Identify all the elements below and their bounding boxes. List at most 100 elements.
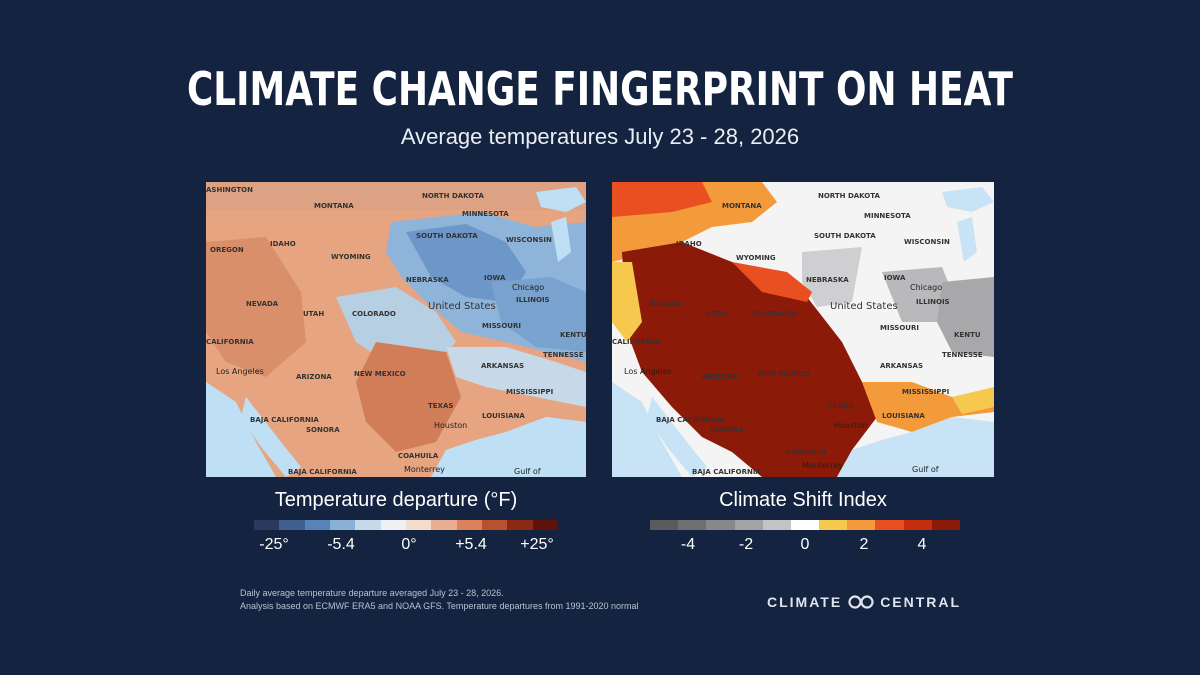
label-colorado: COLORADO: [352, 310, 396, 318]
label-illinois: ILLINOIS: [516, 296, 550, 304]
temperature-legend-swatch-7: [431, 520, 457, 530]
label-los-angeles: Los Angeles: [216, 367, 264, 376]
csi-legend-swatch-10: [931, 520, 960, 530]
label-nebraska: NEBRASKA: [406, 276, 449, 284]
label-baja-california-2: BAJA CALIFORNIA: [692, 468, 761, 476]
label-los-angeles: Los Angeles: [624, 367, 672, 376]
temperature-legend-label: +5.4: [455, 536, 487, 553]
label-chicago: Chicago: [512, 283, 544, 292]
label-monterrey: Monterrey: [404, 465, 445, 474]
label-gulf-of: Gulf of: [514, 467, 541, 476]
label-tennessee: TENNESSE: [543, 351, 584, 359]
label-texas: TEXAS: [428, 402, 453, 410]
label-wisconsin: WISCONSIN: [904, 238, 950, 246]
csi-legend-swatch-3: [734, 520, 763, 530]
label-monterrey: Monterrey: [802, 461, 843, 470]
temperature-legend-label: -5.4: [327, 536, 355, 553]
temperature-legend-label: -25°: [259, 536, 289, 553]
label-illinois: ILLINOIS: [916, 298, 950, 306]
csi-legend-label: 0: [800, 536, 810, 553]
csi-legend-label: 4: [917, 536, 927, 553]
temperature-legend-swatch-1: [279, 520, 305, 530]
label-baja-california: BAJA CALIFORNIA: [656, 416, 725, 424]
temperature-legend-label: 0°: [401, 536, 417, 553]
label-mississippi: MISSISSIPPI: [506, 388, 553, 396]
temperature-legend-swatch-11: [532, 520, 558, 530]
csi-legend-swatch-6: [819, 520, 848, 530]
label-tennessee: TENNESSE: [942, 351, 983, 359]
label-coahuila: COAHUILA: [786, 448, 827, 456]
csi-legend-swatch-5: [790, 520, 820, 530]
temperature-legend-swatch-9: [481, 520, 508, 530]
label-wisconsin: WISCONSIN: [506, 236, 552, 244]
label-united-states: United States: [428, 301, 496, 312]
csi-legend-swatch-7: [847, 520, 876, 530]
temperature-legend-swatch-0: [254, 520, 280, 530]
csi-legend-swatch-0: [650, 520, 679, 530]
label-houston: Houston: [434, 421, 467, 430]
csi-legend-swatch-2: [706, 520, 735, 530]
label-kentucky: KENTU: [954, 331, 981, 339]
csi-legend-swatch-1: [678, 520, 707, 530]
label-houston: Houston: [834, 421, 867, 430]
label-north-dakota: NORTH DAKOTA: [818, 192, 880, 200]
label-louisiana: LOUISIANA: [482, 412, 525, 420]
csi-legend-swatch-4: [762, 520, 791, 530]
label-colorado: COLORADO: [752, 310, 796, 318]
label-coahuila: COAHUILA: [398, 452, 439, 460]
infinity-logo-icon: [847, 595, 875, 609]
csi-legend-swatch-9: [903, 520, 932, 530]
label-minnesota: MINNESOTA: [462, 210, 509, 218]
label-california: CALIFORNIA: [612, 338, 660, 346]
csi-legend-title: Climate Shift Index: [719, 489, 887, 511]
label-utah: UTAH: [706, 310, 727, 318]
temperature-legend-swatch-5: [380, 520, 406, 530]
temperature-legend-swatch-10: [507, 520, 533, 530]
temperature-legend-title: Temperature departure (°F): [274, 489, 518, 511]
footnote-line-1: Daily average temperature departure aver…: [240, 588, 504, 598]
label-united-states: United States: [830, 301, 898, 312]
label-nevada: NEVADA: [650, 300, 683, 308]
temperature-legend-labels: -25° -5.4 0° +5.4 +25°: [254, 536, 558, 556]
label-wyoming: WYOMING: [736, 254, 776, 262]
temperature-legend-swatch-2: [304, 520, 330, 530]
csi-legend-label: -4: [680, 536, 696, 553]
label-montana: MONTANA: [314, 202, 354, 210]
label-texas: TEXAS: [828, 402, 853, 410]
label-iowa: IOWA: [484, 274, 506, 282]
csi-legend-bar: [650, 520, 960, 530]
label-arizona: ARIZONA: [296, 373, 332, 381]
label-missouri: MISSOURI: [482, 322, 521, 330]
label-south-dakota: SOUTH DAKOTA: [814, 232, 876, 240]
label-montana: MONTANA: [722, 202, 762, 210]
label-washington: ASHINGTON: [206, 186, 253, 194]
label-iowa: IOWA: [884, 274, 906, 282]
csi-legend-swatch-8: [875, 520, 904, 530]
label-gulf-of: Gulf of: [912, 465, 939, 474]
label-louisiana: LOUISIANA: [882, 412, 925, 420]
label-mississippi: MISSISSIPPI: [902, 388, 949, 396]
label-missouri: MISSOURI: [880, 324, 919, 332]
label-nevada: NEVADA: [246, 300, 279, 308]
label-kentucky: KENTU: [560, 331, 586, 339]
brand-word-left: CLIMATE: [767, 594, 843, 610]
label-baja-california: BAJA CALIFORNIA: [250, 416, 319, 424]
page-subtitle: Average temperatures July 23 - 28, 2026: [400, 124, 800, 149]
label-arkansas: ARKANSAS: [481, 362, 524, 370]
label-chicago: Chicago: [910, 283, 942, 292]
label-utah: UTAH: [303, 310, 324, 318]
label-idaho: IDAHO: [676, 240, 702, 248]
temperature-departure-map: ASHINGTON MONTANA NORTH DAKOTA MINNESOTA…: [206, 182, 586, 477]
label-new-mexico: NEW MEXICO: [354, 370, 406, 378]
climate-central-logo: CLIMATE CENTRAL: [767, 594, 961, 610]
temperature-legend-swatch-8: [456, 520, 482, 530]
label-california: CALIFORNIA: [206, 338, 254, 346]
temperature-legend-swatch-6: [405, 520, 432, 530]
csi-legend-labels: -4 -2 0 2 4: [650, 536, 960, 556]
label-north-dakota: NORTH DAKOTA: [422, 192, 484, 200]
label-minnesota: MINNESOTA: [864, 212, 911, 220]
temperature-legend-swatch-4: [355, 520, 381, 530]
label-wyoming: WYOMING: [331, 253, 371, 261]
label-arizona: ARIZONA: [702, 373, 738, 381]
climate-shift-index-map: MONTANA NORTH DAKOTA MINNESOTA SOUTH DAK…: [612, 182, 994, 477]
